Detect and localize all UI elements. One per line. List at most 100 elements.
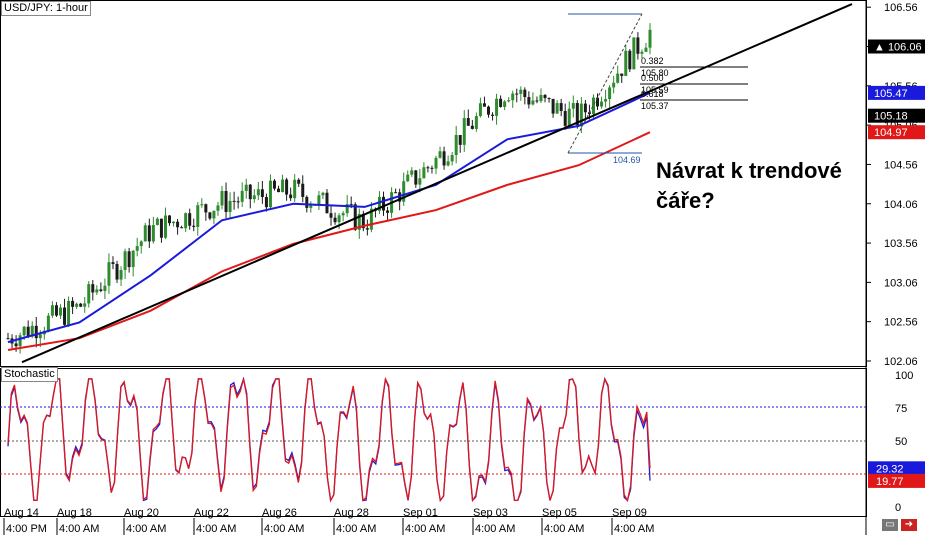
time-tick-label: 4:00 AM bbox=[544, 523, 584, 535]
stochastic-label: Stochastic bbox=[1, 367, 58, 382]
candle-body bbox=[430, 167, 434, 169]
candle-body bbox=[172, 221, 176, 224]
date-tick-label: Aug 22 bbox=[194, 507, 229, 519]
price-tick-label: 104.06 bbox=[884, 199, 918, 211]
candle-body bbox=[600, 101, 604, 107]
candle-body bbox=[523, 89, 527, 98]
candle-body bbox=[95, 289, 99, 293]
candle-body bbox=[268, 180, 272, 208]
time-tick-label: 4:00 AM bbox=[475, 523, 515, 535]
candle-body bbox=[474, 116, 478, 129]
candle-body bbox=[466, 118, 470, 126]
candle-body bbox=[434, 157, 438, 169]
fib-ratio-label: 0.382 bbox=[641, 56, 664, 66]
stoch-marker-box bbox=[868, 461, 925, 476]
stochastic-pane-frame bbox=[0, 368, 867, 517]
candle-body bbox=[596, 97, 600, 107]
candle-body bbox=[369, 208, 373, 230]
candle-body bbox=[644, 47, 648, 52]
candle-body bbox=[543, 94, 547, 99]
candle-body bbox=[159, 218, 163, 238]
candle-body bbox=[151, 225, 155, 242]
candle-body bbox=[620, 73, 624, 76]
candle-body bbox=[507, 100, 511, 102]
candle-body bbox=[567, 108, 571, 126]
stoch-marker-label: 19.77 bbox=[876, 476, 904, 488]
candle-body bbox=[115, 263, 119, 280]
annotation-line-1: Návrat k trendové bbox=[656, 158, 842, 183]
fib-price-label: 105.59 bbox=[641, 85, 669, 95]
candle-body bbox=[208, 212, 212, 219]
candle-body bbox=[131, 250, 135, 268]
candle-body bbox=[232, 200, 236, 202]
corner-controls: ▭ ➜ bbox=[882, 519, 917, 531]
candle-body bbox=[386, 210, 390, 213]
candle-body bbox=[34, 325, 38, 339]
scroll-icon[interactable]: ▭ bbox=[882, 519, 898, 531]
main-pane-frame bbox=[0, 0, 867, 367]
candle-body bbox=[123, 251, 127, 270]
candle-body bbox=[103, 285, 107, 291]
stoch-marker-box bbox=[868, 473, 925, 488]
candle-body bbox=[83, 303, 87, 307]
trend-line bbox=[21, 3, 853, 364]
candle-body bbox=[499, 98, 503, 107]
close-indicator-icon[interactable]: ➜ bbox=[901, 519, 917, 531]
fib-diagonal bbox=[567, 13, 643, 154]
price-marker-label: 104.97 bbox=[874, 127, 908, 139]
time-tick-label: 4:00 AM bbox=[126, 523, 166, 535]
candle-body bbox=[305, 196, 309, 208]
candle-body bbox=[563, 110, 567, 126]
candle-body bbox=[188, 213, 192, 226]
date-tick-label: Sep 09 bbox=[612, 507, 647, 519]
candle-body bbox=[176, 221, 180, 228]
candle-body bbox=[204, 204, 208, 213]
candle-body bbox=[478, 103, 482, 117]
time-tick-label: 4:00 AM bbox=[264, 523, 304, 535]
candle-body bbox=[155, 218, 159, 226]
fib-ratio-label: 0.500 bbox=[641, 73, 664, 83]
stoch-tick-label: 75 bbox=[895, 403, 907, 415]
candle-body bbox=[309, 205, 313, 208]
candle-body bbox=[555, 103, 559, 114]
fib-low-label: 104.69 bbox=[613, 155, 641, 165]
candle-body bbox=[535, 100, 539, 102]
candle-body bbox=[503, 101, 507, 107]
candle-body bbox=[442, 151, 446, 166]
candle-body bbox=[628, 50, 632, 70]
candle-body bbox=[624, 50, 628, 76]
candle-body bbox=[252, 195, 256, 200]
price-tick-label: 103.06 bbox=[884, 277, 918, 289]
candle-body bbox=[293, 179, 297, 199]
price-tick-label: 103.56 bbox=[884, 238, 918, 250]
candle-body bbox=[458, 134, 462, 145]
date-tick-label: Sep 05 bbox=[542, 507, 577, 519]
candle-body bbox=[256, 189, 260, 196]
date-tick-label: Sep 01 bbox=[403, 507, 438, 519]
candle-body bbox=[216, 205, 220, 211]
candle-body bbox=[337, 215, 341, 223]
candle-body bbox=[119, 269, 123, 280]
candle-body bbox=[394, 192, 398, 194]
candle-body bbox=[341, 213, 345, 216]
candle-body bbox=[648, 29, 652, 48]
time-tick-label: 4:00 PM bbox=[6, 523, 47, 535]
candle-body bbox=[26, 326, 30, 337]
candle-body bbox=[99, 289, 103, 291]
candle-body bbox=[317, 195, 321, 205]
candle-body bbox=[329, 213, 333, 218]
candle-body bbox=[196, 205, 200, 227]
candle-body bbox=[414, 170, 418, 185]
candle-body bbox=[248, 184, 252, 200]
date-tick-label: Aug 26 bbox=[262, 507, 297, 519]
time-axis: Aug 14 4:00 PM Aug 18 4:00 AM Aug 20 4:00 AM A… bbox=[3, 507, 654, 535]
time-tick-label: 4:00 AM bbox=[196, 523, 236, 535]
price-marker-box bbox=[868, 108, 925, 123]
candle-body bbox=[450, 155, 454, 162]
candle-body bbox=[184, 213, 188, 229]
price-marker-label: ▲ 106.06 bbox=[874, 42, 922, 54]
candle-body bbox=[325, 192, 329, 214]
candle-body bbox=[482, 103, 486, 107]
price-marker-label: 105.18 bbox=[874, 111, 908, 123]
